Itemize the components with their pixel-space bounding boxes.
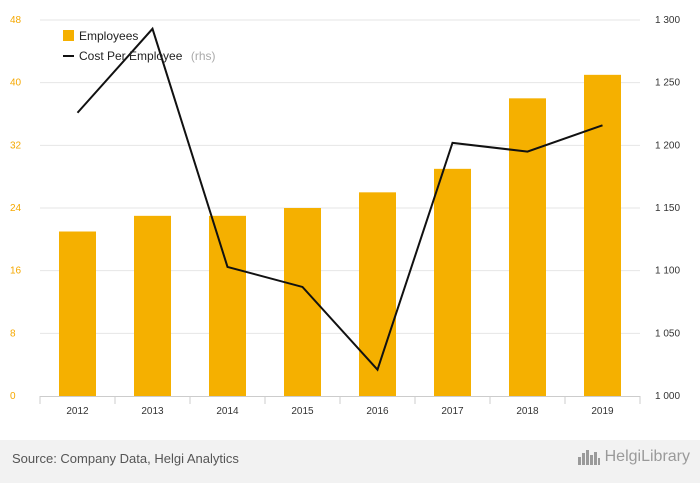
y-left-tick-label: 8 <box>10 328 16 339</box>
gridlines <box>40 19 640 334</box>
x-tick-label: 2014 <box>216 406 239 417</box>
y-left-tick-label: 24 <box>10 203 22 214</box>
employees-bar <box>359 192 396 396</box>
employees-bar <box>134 215 171 396</box>
y-axis-right: 1 000 1 050 1 100 1 150 1 200 1 250 1 300 <box>655 15 680 402</box>
y-axis-left: 0 8 16 24 32 40 48 <box>10 15 22 402</box>
source-note: Source: Company Data, Helgi Analytics <box>12 451 239 466</box>
footer: Source: Company Data, Helgi Analytics He… <box>0 440 700 483</box>
cost-per-employee-polyline <box>76 26 603 372</box>
y-left-tick-label: 40 <box>10 78 22 89</box>
y-left-tick-label: 32 <box>10 140 22 151</box>
x-tick-label: 2015 <box>291 406 314 417</box>
city-skyline-icon <box>577 449 601 465</box>
legend-employees-swatch <box>63 30 74 41</box>
y-left-tick-label: 48 <box>10 15 22 26</box>
y-right-tick-label: 1 050 <box>655 328 680 339</box>
y-left-tick-label: 0 <box>10 391 16 402</box>
x-tick-label: 2012 <box>66 406 89 417</box>
employees-bar <box>59 231 96 396</box>
y-right-tick-label: 1 100 <box>655 266 680 277</box>
y-left-tick-label: 16 <box>10 266 22 277</box>
legend-cost-label: Cost Per Employee (rhs) <box>79 47 216 64</box>
x-tick-label: 2019 <box>591 406 614 417</box>
brand-name: HelgiLibrary <box>604 448 690 465</box>
legend: Employees Cost Per Employee (rhs) <box>63 29 216 64</box>
x-tick-label: 2017 <box>441 406 464 417</box>
employees-bar <box>584 74 621 396</box>
y-right-tick-label: 1 300 <box>655 15 680 26</box>
employees-bar <box>209 215 246 396</box>
y-right-tick-label: 1 000 <box>655 391 680 402</box>
legend-employees-label: Employees <box>79 29 138 43</box>
employees-bar <box>434 168 471 396</box>
cost-per-employee-line <box>76 26 603 372</box>
brand-logo[interactable]: HelgiLibrary <box>577 448 690 466</box>
combo-chart: 2012 2013 2014 2015 2016 2017 2018 2019 0 8 16 24 3… <box>10 15 680 417</box>
y-right-tick-label: 1 250 <box>655 78 680 89</box>
x-tick-label: 2013 <box>141 406 164 417</box>
employees-bar <box>509 98 546 396</box>
x-tick-label: 2016 <box>366 406 389 417</box>
y-right-tick-label: 1 150 <box>655 203 680 214</box>
x-axis: 2012 2013 2014 2015 2016 2017 2018 2019 <box>39 396 641 417</box>
employees-bars <box>59 74 621 396</box>
x-tick-label: 2018 <box>516 406 539 417</box>
y-right-tick-label: 1 200 <box>655 140 680 151</box>
